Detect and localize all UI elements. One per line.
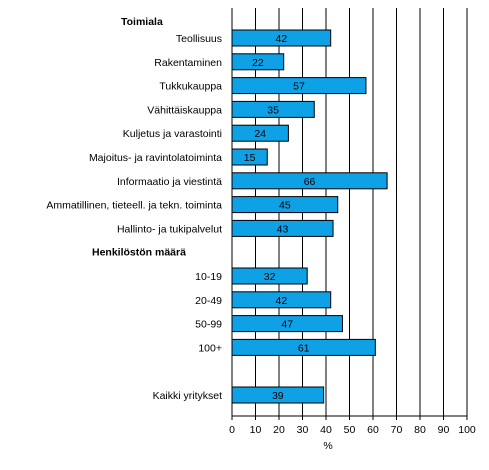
x-tick-label: 30	[297, 424, 309, 436]
category-label: Tukkukauppa	[159, 81, 222, 93]
group-title: Toimiala	[121, 16, 163, 28]
category-label: Informaatio ja viestintä	[117, 176, 222, 188]
x-tick-label: 90	[438, 424, 450, 436]
category-label: Teollisuus	[176, 33, 222, 45]
category-labels: Toimiala Teollisuus Rakentaminen Tukkukaupp…	[46, 16, 222, 402]
group-title: Henkilöstön määrä	[92, 247, 186, 259]
data-label: 43	[277, 223, 289, 235]
data-label: 45	[279, 200, 291, 212]
x-axis-title: %	[323, 440, 332, 452]
x-tick-label: 70	[391, 424, 403, 436]
category-label: 50-99	[195, 319, 222, 331]
x-tick-label: 60	[367, 424, 379, 436]
data-label: 32	[264, 271, 276, 283]
category-label: 100+	[198, 342, 222, 354]
data-label: 42	[276, 33, 288, 45]
data-label: 66	[304, 176, 316, 188]
category-label: Kuljetus ja varastointi	[123, 128, 222, 140]
category-label: Hallinto- ja tukipalvelut	[117, 223, 222, 235]
category-label: Rakentaminen	[154, 57, 222, 69]
x-tick-label: 80	[414, 424, 426, 436]
x-tick-label: 100	[458, 424, 476, 436]
data-label: 61	[298, 342, 310, 354]
category-label: Vähittäiskauppa	[147, 104, 222, 116]
data-label: 22	[252, 57, 264, 69]
x-tick-label: 40	[320, 424, 332, 436]
category-label: 10-19	[195, 271, 222, 283]
data-label: 39	[272, 390, 284, 402]
category-label: 20-49	[195, 295, 222, 307]
category-label: Majoitus- ja ravintolatoiminta	[89, 152, 222, 164]
data-label: 24	[254, 128, 266, 140]
data-label: 42	[276, 295, 288, 307]
data-label: 47	[281, 319, 293, 331]
x-tick-label: 0	[229, 424, 235, 436]
x-axis: 0 10 20 30 40 50 60 70 80 90 100	[229, 8, 476, 436]
category-label: Ammatillinen, tieteell. ja tekn. toimint…	[46, 200, 222, 212]
x-tick-label: 20	[273, 424, 285, 436]
data-label: 35	[267, 104, 279, 116]
data-label: 15	[244, 152, 256, 164]
x-tick-label: 10	[250, 424, 262, 436]
x-tick-label: 50	[344, 424, 356, 436]
category-label: Kaikki yritykset	[153, 390, 223, 402]
data-label: 57	[293, 81, 305, 93]
